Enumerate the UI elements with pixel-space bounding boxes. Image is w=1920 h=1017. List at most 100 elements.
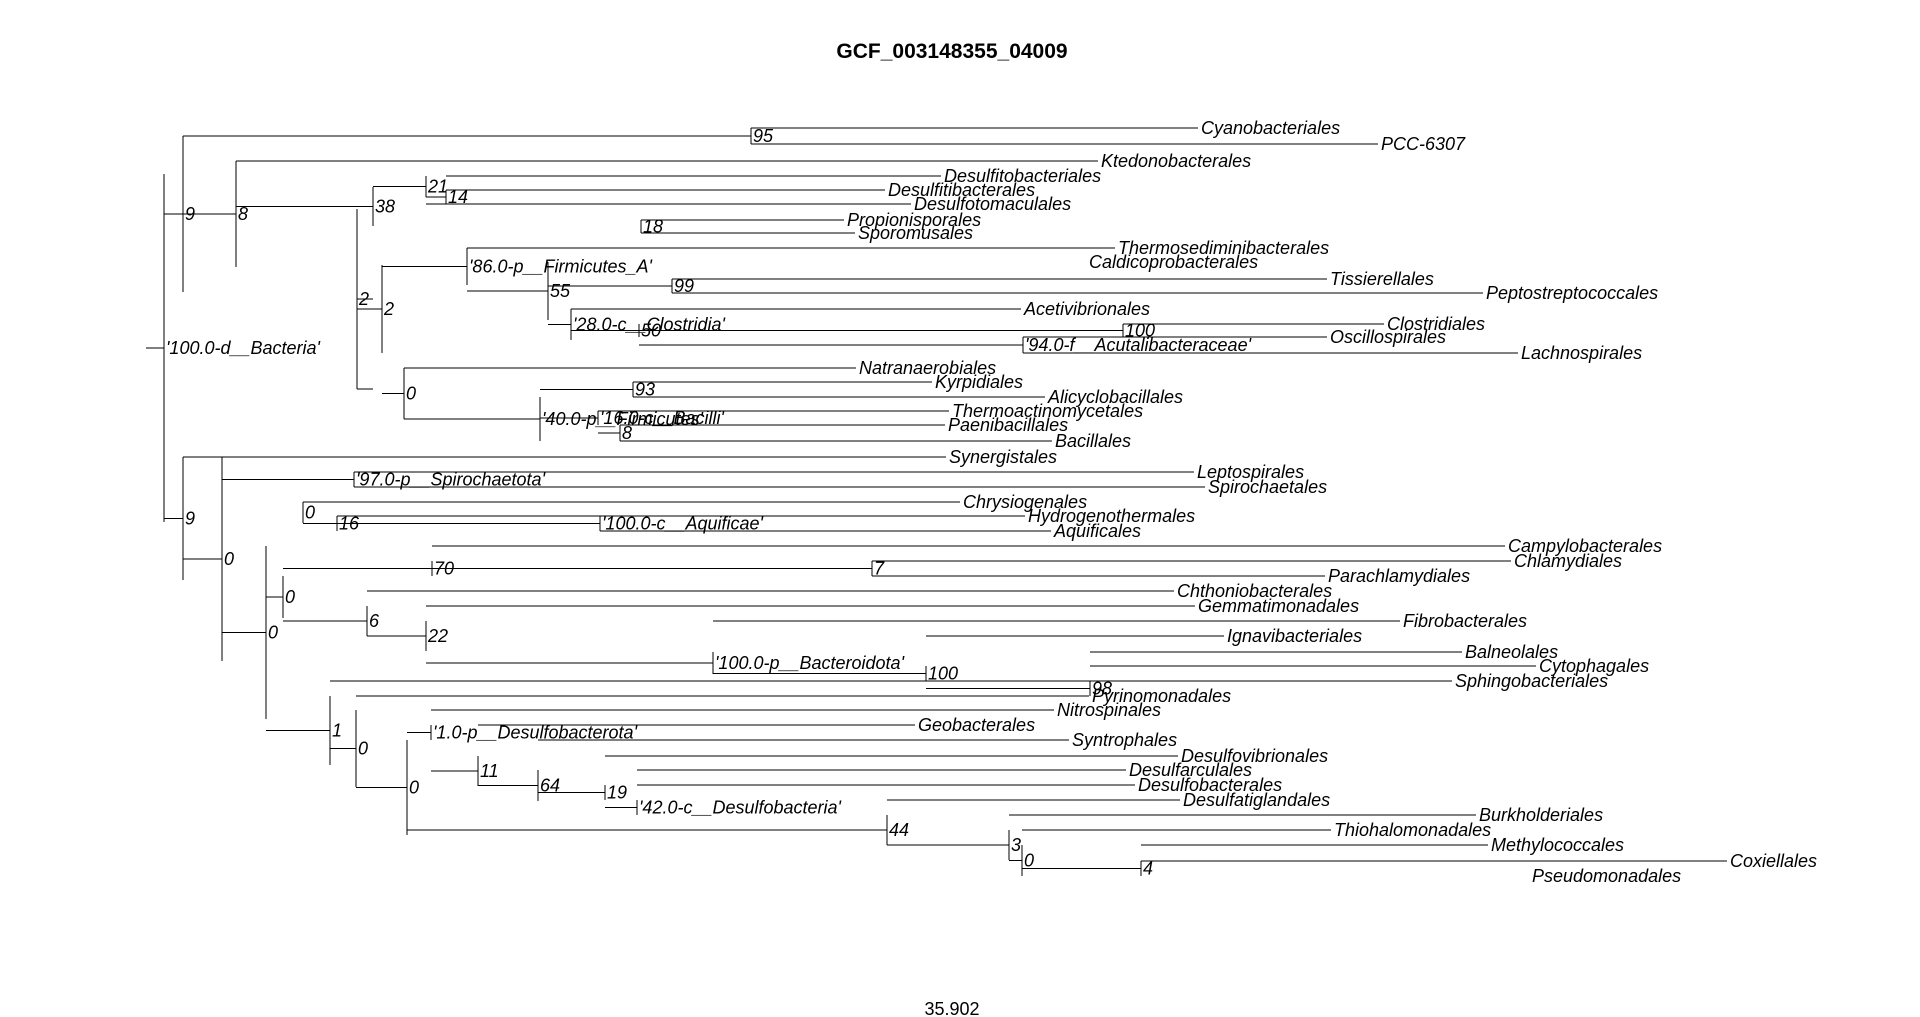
tip-label: Geobacterales	[918, 715, 1035, 735]
tip-label: Syntrophales	[1072, 730, 1177, 750]
tip-label: Ktedonobacterales	[1101, 151, 1251, 171]
tip-label: Burkholderiales	[1479, 805, 1603, 825]
node-label: '100.0-p__Bacteroidota'	[715, 653, 905, 673]
tip-label: Desulfovibrionales	[1181, 746, 1328, 766]
node-label: 0	[1024, 851, 1034, 871]
node-label: 0	[409, 778, 419, 798]
tip-label: Parachlamydiales	[1328, 566, 1470, 586]
node-label: '100.0-d__Bacteria'	[166, 338, 321, 358]
node-label: 50	[641, 321, 661, 341]
tip-labels: Cyanobacteriales PCC-6307 Ktedonobacterale…	[847, 118, 1817, 886]
node-label: '86.0-p__Firmicutes_A'	[469, 257, 653, 277]
scale-value: 35.902	[924, 999, 979, 1017]
tip-label: Acetivibrionales	[1023, 299, 1150, 319]
node-label: 0	[406, 384, 416, 404]
tree-branches	[146, 127, 1727, 876]
tip-label: Campylobacterales	[1508, 536, 1662, 556]
node-label: 14	[448, 187, 468, 207]
node-label: 0	[305, 503, 315, 523]
tip-label: Leptospirales	[1197, 462, 1304, 482]
tip-label: Coxiellales	[1730, 851, 1817, 871]
tip-label: Propionisporales	[847, 210, 981, 230]
tip-label: Clostridiales	[1387, 314, 1485, 334]
tree-title: GCF_003148355_04009	[836, 40, 1067, 63]
node-label: '16.0-c__Bacilli'	[600, 408, 724, 428]
tip-label: Desulfotomaculales	[914, 194, 1071, 214]
tip-label: Oscillospirales	[1330, 327, 1446, 347]
node-label: 8	[238, 204, 248, 224]
tip-label: Desulfobacterales	[1138, 775, 1282, 795]
tip-label: Peptostreptococcales	[1486, 283, 1658, 303]
tip-label: Ignavibacteriales	[1227, 626, 1362, 646]
node-label: '97.0-p__Spirochaetota'	[356, 470, 546, 490]
node-label: 0	[268, 623, 278, 643]
node-label: '42.0-c__Desulfobacteria'	[639, 798, 842, 818]
node-label: 70	[434, 559, 454, 579]
tip-label: Caldicoprobacterales	[1089, 252, 1258, 272]
node-label: 7	[874, 559, 885, 579]
tip-label: Thiohalomonadales	[1334, 820, 1491, 840]
tip-label: Cyanobacteriales	[1201, 118, 1340, 138]
tip-label: Fibrobacterales	[1403, 611, 1527, 631]
tip-label: Balneolales	[1465, 642, 1558, 662]
tip-label: Sphingobacteriales	[1455, 671, 1608, 691]
tip-label: Pseudomonadales	[1532, 866, 1681, 886]
tip-label: Natranaerobiales	[859, 358, 996, 378]
node-label: 100	[1125, 321, 1155, 341]
tip-label: Sporomusales	[858, 223, 973, 243]
tip-label: Kyrpidiales	[935, 372, 1023, 392]
node-label: 4	[1143, 859, 1153, 879]
node-label: 8	[622, 423, 632, 443]
tip-label: PCC-6307	[1381, 134, 1466, 154]
tip-label: Desulfitobacteriales	[944, 166, 1101, 186]
node-label: 0	[358, 739, 368, 759]
node-label: 11	[480, 761, 499, 781]
tip-label: Chrysiogenales	[963, 492, 1087, 512]
tip-label: Pyrinomonadales	[1092, 686, 1231, 706]
node-label: 3	[1011, 835, 1021, 855]
node-label: 98	[1092, 679, 1112, 699]
node-label: 95	[753, 126, 774, 146]
node-label: '94.0-f__Acutalibacteraceae'	[1025, 335, 1252, 355]
node-label: 44	[889, 820, 909, 840]
node-label: '28.0-c__Clostridia'	[573, 315, 726, 335]
tip-label: Aquificales	[1053, 521, 1141, 541]
node-label: 64	[540, 776, 560, 796]
node-label: 0	[224, 549, 234, 569]
tip-label: Spirochaetales	[1208, 477, 1327, 497]
tip-label: Desulfitibacterales	[888, 180, 1035, 200]
node-label: 22	[427, 626, 448, 646]
tip-label: Alicyclobacillales	[1047, 387, 1183, 407]
node-label: '1.0-p__Desulfobacterota'	[433, 723, 638, 743]
node-label: '40.0-p__Firmicutes'	[542, 409, 704, 429]
node-label: 55	[550, 281, 571, 301]
tip-label: Thermosediminibacterales	[1118, 238, 1329, 258]
tip-label: Hydrogenothermales	[1028, 506, 1195, 526]
node-label: 1	[332, 721, 342, 741]
node-label: 6	[369, 611, 380, 631]
node-label: 38	[375, 197, 395, 217]
node-label: 0	[285, 587, 295, 607]
tip-label: Desulfatiglandales	[1183, 790, 1330, 810]
tip-label: Bacillales	[1055, 431, 1131, 451]
node-label: 100	[928, 664, 958, 684]
tip-label: Paenibacillales	[948, 415, 1068, 435]
tip-label: Nitrospinales	[1057, 700, 1161, 720]
node-label: 18	[643, 217, 663, 237]
tip-label: Chlamydiales	[1514, 551, 1622, 571]
node-label: 9	[185, 204, 195, 224]
node-label: '100.0-c__Aquificae'	[602, 514, 764, 534]
node-label: 2	[383, 299, 394, 319]
node-label: 19	[607, 783, 627, 803]
node-label: 9	[185, 509, 195, 529]
tip-label: Desulfarculales	[1129, 760, 1252, 780]
tip-label: Tissierellales	[1330, 269, 1434, 289]
tip-label: Methylococcales	[1491, 835, 1624, 855]
node-label: 21	[427, 177, 448, 197]
tip-label: Gemmatimonadales	[1198, 596, 1359, 616]
node-label: 99	[674, 276, 694, 296]
tip-label: Thermoactinomycetales	[952, 401, 1143, 421]
tip-label: Synergistales	[949, 447, 1057, 467]
